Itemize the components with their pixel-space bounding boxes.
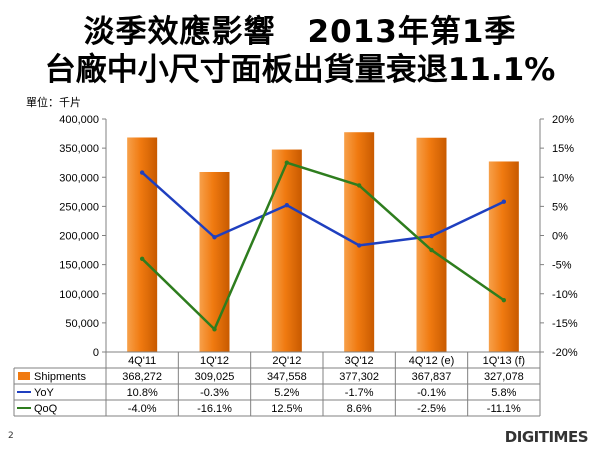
left-tick-label: 250,000 [59, 201, 99, 213]
table-cell-value: -0.3% [200, 387, 229, 399]
table-cell-value: 347,558 [267, 371, 307, 383]
left-tick-label: 100,000 [59, 289, 99, 301]
shipments-bar [488, 161, 519, 352]
table-cell-value: 5.8% [491, 387, 516, 399]
yoy-point [356, 243, 362, 248]
table-cell-value: 327,078 [484, 371, 524, 383]
yoy-line [141, 171, 505, 247]
yoy-point [139, 170, 145, 175]
right-tick-label: 15% [552, 143, 574, 155]
table-cell-value: -4.0% [128, 403, 157, 415]
page-number: 2 [8, 431, 14, 441]
table-cell-value: 377,302 [339, 371, 379, 383]
left-tick-label: 350,000 [59, 143, 99, 155]
table-cell-value: -11.1% [487, 403, 521, 415]
legend-label-qoq: QoQ [34, 403, 58, 415]
shipments-bar [199, 171, 230, 352]
digitimes-logo: DIGITIMES [504, 428, 589, 446]
yoy-point [501, 199, 507, 204]
table-cell-value: -0.1% [417, 387, 446, 399]
table-cell-value: 8.6% [347, 403, 372, 415]
table-cell-value: -1.7% [345, 387, 374, 399]
right-tick-label: -15% [552, 318, 578, 330]
right-tick-label: -10% [552, 289, 578, 301]
qoq-point [212, 327, 217, 332]
x-tick-label: 1Q'13 (f) [483, 355, 525, 367]
yoy-point [212, 235, 217, 240]
shipments-bar [271, 149, 302, 352]
table-cell-value: 368,272 [122, 371, 162, 383]
chart-title-line1: 淡季效應影響 2013年第1季 [83, 14, 517, 50]
yoy-point [284, 203, 290, 208]
x-tick-label: 4Q'11 [128, 355, 156, 367]
left-tick-label: 300,000 [59, 172, 99, 184]
x-tick-label: 1Q'12 [200, 355, 229, 367]
right-tick-label: 0% [552, 231, 568, 243]
right-tick-label: 5% [552, 201, 568, 213]
left-tick-label: 0 [93, 347, 99, 359]
left-tick-label: 400,000 [59, 114, 99, 126]
qoq-point [429, 247, 434, 253]
left-tick-label: 200,000 [59, 231, 99, 243]
yoy-point [429, 233, 434, 239]
right-tick-label: -5% [552, 260, 572, 272]
legend-label-yoy: YoY [34, 387, 54, 399]
shipments-bar [416, 137, 447, 352]
qoq-point [356, 183, 362, 188]
table-cell-value: -16.1% [197, 403, 232, 415]
qoq-point [501, 297, 507, 303]
qoq-point [139, 256, 145, 261]
qoq-point [284, 160, 290, 165]
table-cell-value: 10.8% [127, 387, 158, 399]
right-tick-label: -20% [552, 347, 578, 359]
x-tick-label: 4Q'12 (e) [409, 355, 455, 367]
table-cell-value: -2.5% [417, 403, 446, 415]
legend-label-shipments: Shipments [34, 371, 86, 383]
x-tick-label: 2Q'12 [272, 355, 301, 367]
x-tick-label: 3Q'12 [345, 355, 374, 367]
qoq-line [141, 161, 505, 331]
table-cell-value: 12.5% [271, 403, 302, 415]
table-cell-value: 309,025 [195, 371, 235, 383]
left-tick-label: 150,000 [59, 260, 99, 272]
right-tick-label: 20% [552, 114, 574, 126]
table-cell-value: 367,837 [412, 371, 452, 383]
table-cell-value: 5.2% [274, 387, 299, 399]
shipments-bar [127, 137, 158, 352]
chart-title-line2: 台廠中小尺寸面板出貨量衰退11.1% [44, 52, 556, 88]
shipments-bar [344, 132, 375, 352]
right-tick-label: 10% [552, 172, 574, 184]
legend-key-shipments [18, 372, 30, 380]
left-tick-label: 50,000 [65, 318, 99, 330]
unit-label: 單位：千片 [26, 96, 81, 109]
